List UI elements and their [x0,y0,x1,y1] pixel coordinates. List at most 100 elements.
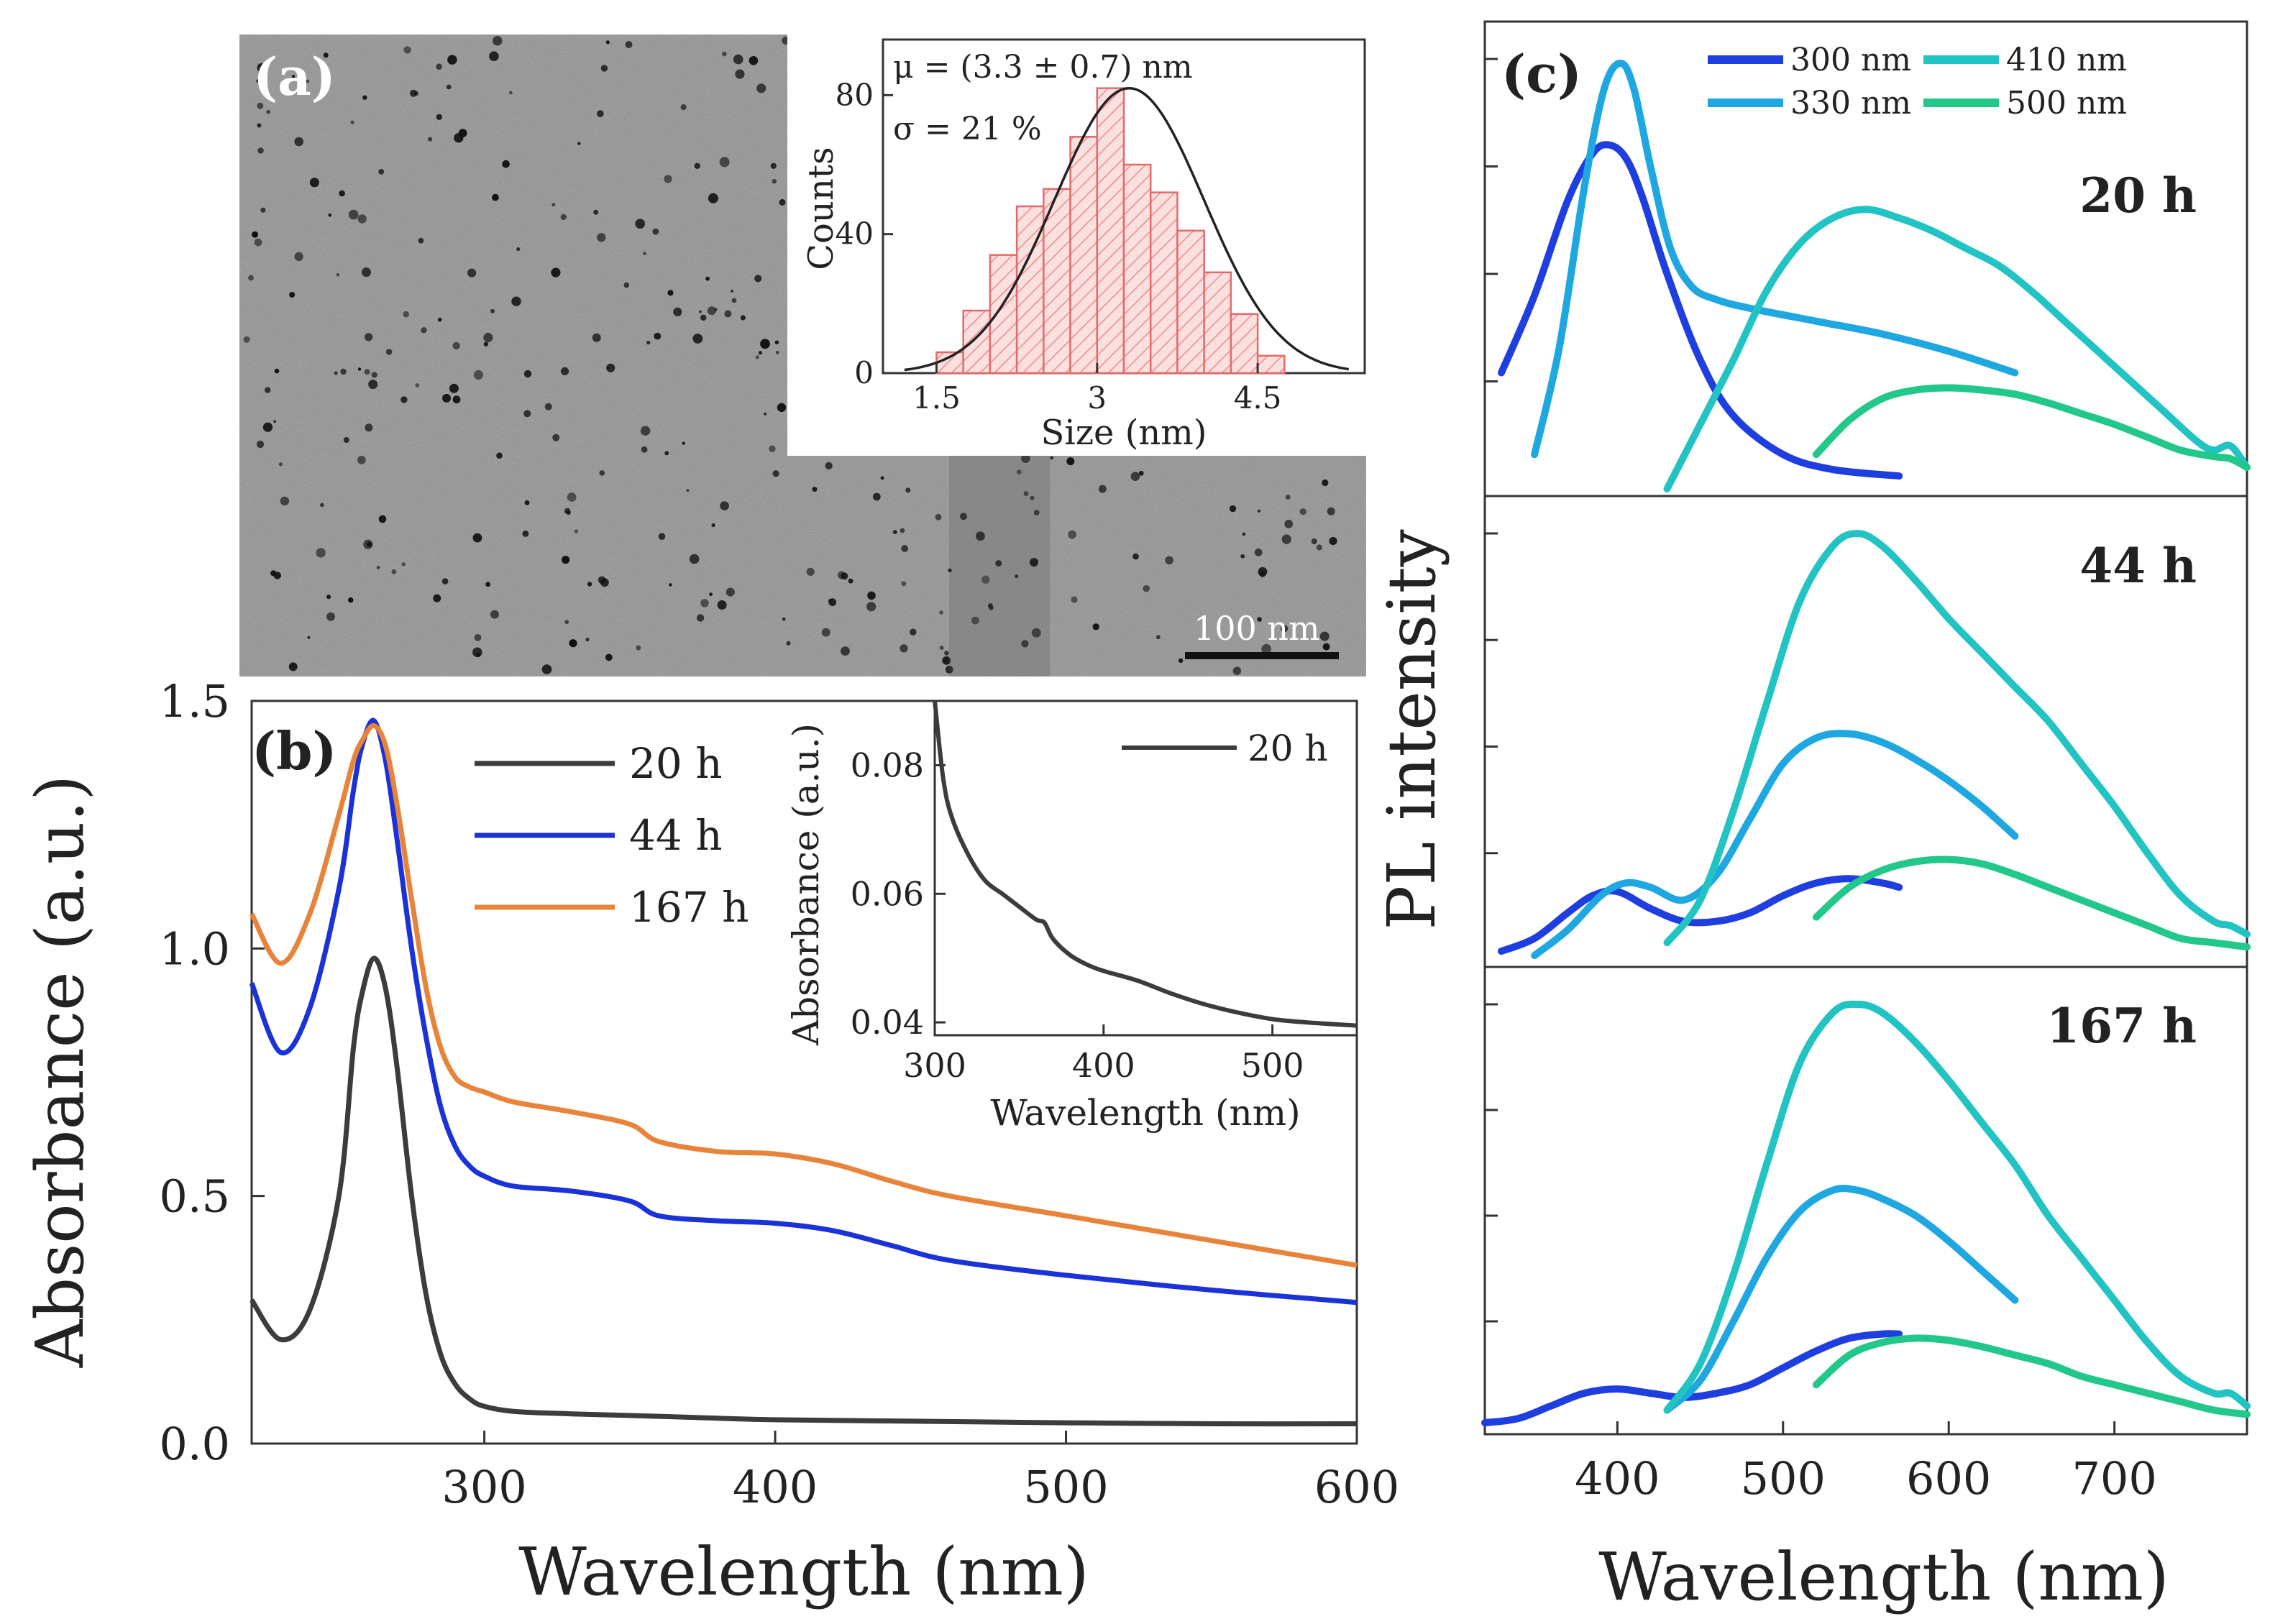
nanoparticle-dot [1261,643,1271,654]
plot-c-xtick-label: 400 [1575,1452,1660,1505]
nanoparticle-dot [1132,553,1139,560]
nanoparticle-dot [775,351,779,354]
plot-b-ytick-label: 1.0 [159,922,230,975]
nanoparticle-dot [273,572,281,579]
nanoparticle-dot [1316,544,1322,551]
plot-b-legend-label: 167 h [629,883,749,932]
inset-ytick-label: 0.06 [851,874,924,913]
nanoparticle-dot [1322,643,1330,651]
nanoparticle-dot [516,247,521,252]
plot-c-ylabel: PL intensity [1373,529,1450,930]
inset-xtick-label: 400 [1072,1046,1135,1085]
plot-c-line-300nm [1498,141,1903,480]
plot-c-legend-label: 410 nm [2006,42,2127,78]
nanoparticle-dot [901,581,907,587]
nanoparticle-dot [449,383,459,393]
nanoparticle-dot [254,238,262,247]
nanoparticle-dot [385,349,393,355]
nanoparticle-dot [1030,558,1038,567]
nanoparticle-dot [551,267,561,277]
nanoparticle-dot [1257,509,1261,513]
nanoparticle-dot [740,315,746,321]
nanoparticle-dot [711,523,715,528]
nanoparticle-dot [1322,479,1329,487]
nanoparticle-dot [1257,617,1262,622]
nanoparticle-dot [680,104,687,111]
nanoparticle-dot [1130,472,1140,481]
plot-c-xtick-label: 700 [2072,1452,2156,1505]
plot-b-xtick-label: 400 [733,1461,818,1513]
nanoparticle-dot [1281,625,1289,633]
nanoparticle-dot [362,95,367,100]
plot-b-legend-label: 44 h [629,811,723,860]
nanoparticle-dot [452,341,460,350]
nanoparticle-dot [1031,628,1041,638]
plot-c-line-500nm [1812,855,2251,951]
plot-c-subplot-labels: 20 h 44 h 167 h [2046,168,2197,1054]
nanoparticle-dot [654,332,662,340]
nanoparticle-dot [995,560,1002,567]
nanoparticle-dot [782,617,786,621]
nanoparticle-dot [508,91,513,95]
nanoparticle-dot [502,160,510,168]
nanoparticle-dot [1098,485,1107,493]
nanoparticle-dot [841,646,850,656]
nanoparticle-dot [1016,469,1022,474]
plot-c-legend: 300 nm 330 nm 410 nm 500 nm [1708,42,2127,121]
nanoparticle-dot [522,530,529,537]
nanoparticle-dot [892,530,897,534]
plot-b-xlabel: Wavelength (nm) [518,1533,1089,1610]
nanoparticle-dot [597,233,606,242]
nanoparticle-dot [273,420,277,423]
nanoparticle-dot [256,440,265,449]
nanoparticle-dot [600,65,608,72]
nanoparticle-dot [1033,510,1040,515]
panel-c: 400 500 600 700 300 nm 330 nm 410 nm 500 nm 20… [1373,20,2251,1615]
nanoparticle-dot [489,51,499,61]
nanoparticle-dot [720,501,729,510]
nanoparticle-dot [764,412,767,416]
nanoparticle-dot [635,219,645,229]
nanoparticle-dot [452,395,461,404]
nanoparticle-dot [560,214,567,220]
plot-c-subplot-label: 20 h [2079,168,2197,224]
nanoparticle-dot [418,237,424,244]
nanoparticle-dot [1178,658,1184,664]
nanoparticle-dot [696,614,705,622]
nanoparticle-dot [866,602,877,612]
nanoparticle-dot [362,267,371,277]
plot-c-line-500nm [1812,1334,2251,1418]
inset-ytick-label: 0.04 [851,1003,924,1042]
tem-nanoparticles [243,36,1337,675]
nanoparticle-dot [274,368,280,374]
nanoparticle-dot [320,503,324,508]
inset-xlabel: Wavelength (nm) [990,1092,1300,1134]
nanoparticle-dot [357,456,366,464]
nanoparticle-dot [403,46,411,54]
nanoparticle-dot [960,513,967,520]
plot-c-ticks: 400 500 600 700 [1485,58,2157,1505]
nanoparticle-dot [357,367,362,371]
plot-c-frame [1483,20,2248,1436]
nanoparticle-dot [473,370,484,380]
nanoparticle-dot [260,207,266,213]
nanoparticle-dot [472,533,482,543]
nanoparticle-dot [1023,491,1029,496]
nanoparticle-dot [774,340,779,344]
nanoparticle-dot [401,396,408,403]
histogram-xtick-label: 4.5 [1234,380,1282,416]
nanoparticle-dot [257,123,262,128]
nanoparticle-dot [363,539,373,549]
plot-b-legend: 20 h 44 h 167 h [475,739,749,932]
inset-line-20h [933,700,1358,1028]
nanoparticle-dot [1259,571,1266,578]
nanoparticle-dot [786,641,791,646]
nanoparticle-dot [266,109,271,114]
nanoparticle-dot [689,554,700,564]
nanoparticle-dot [730,289,733,293]
nanoparticle-dot [552,203,556,207]
plot-b-ytick-label: 1.5 [159,675,230,728]
nanoparticle-dot [1021,454,1030,463]
nanoparticle-dot [754,275,762,283]
nanoparticle-dot [289,292,296,298]
